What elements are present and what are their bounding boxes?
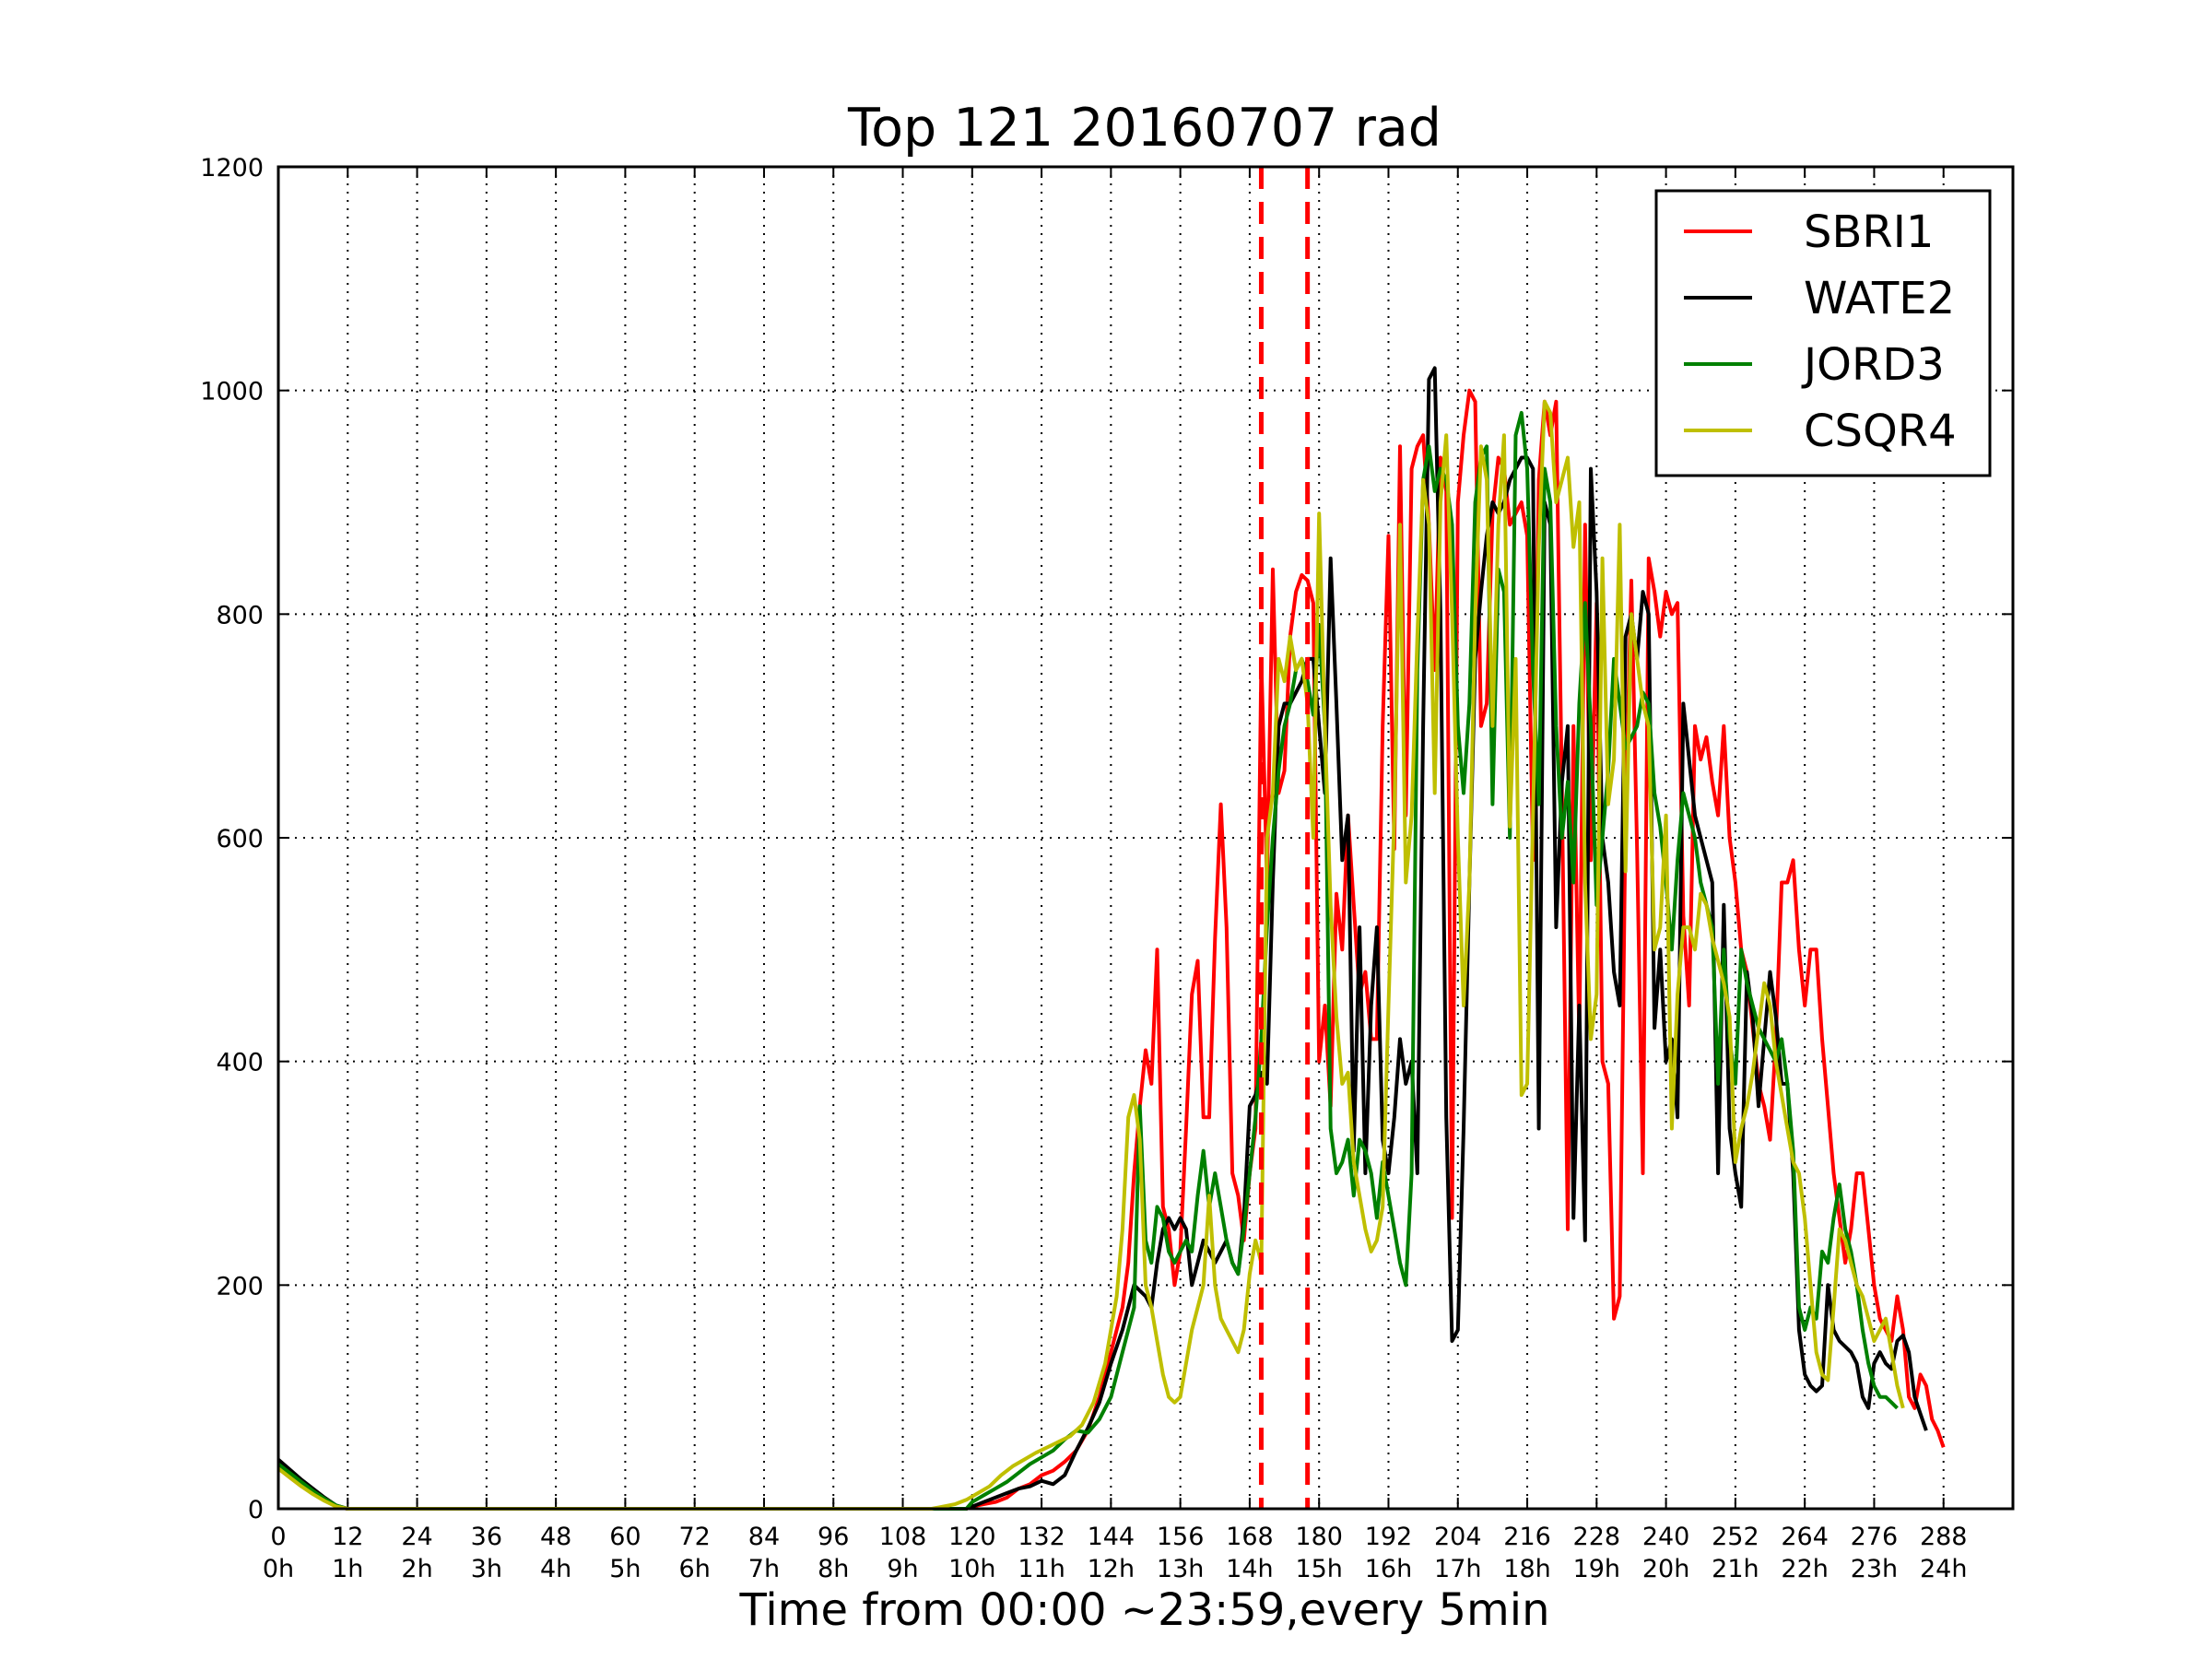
series-lines bbox=[276, 366, 1946, 1511]
x-tick-label: 228 bbox=[1573, 1523, 1621, 1551]
x-tick-sublabel: 20h bbox=[1642, 1555, 1689, 1583]
y-tick-label: 0 bbox=[248, 1496, 264, 1524]
y-tick-label: 800 bbox=[216, 601, 264, 629]
x-tick-sublabel: 16h bbox=[1365, 1555, 1412, 1583]
x-tick-label: 180 bbox=[1295, 1523, 1343, 1551]
x-tick-label: 276 bbox=[1851, 1523, 1899, 1551]
x-tick-label: 144 bbox=[1088, 1523, 1135, 1551]
x-tick-sublabel: 2h bbox=[401, 1555, 432, 1583]
x-tick-label: 192 bbox=[1365, 1523, 1413, 1551]
legend: SBRI1 WATE2 JORD3 CSQR4 bbox=[1654, 189, 1992, 477]
x-tick-label: 240 bbox=[1642, 1523, 1690, 1551]
x-tick-label: 24 bbox=[401, 1523, 432, 1551]
y-axis-ticks: 0 200 400 600 800 1000 1200 bbox=[200, 154, 2013, 1524]
x-tick-label: 36 bbox=[471, 1523, 502, 1551]
x-tick-sublabel: 5h bbox=[609, 1555, 641, 1583]
x-tick-label: 96 bbox=[818, 1523, 849, 1551]
y-tick-label: 600 bbox=[216, 825, 264, 853]
x-tick-sublabel: 14h bbox=[1226, 1555, 1273, 1583]
y-tick-label: 1000 bbox=[200, 378, 264, 406]
chart-title: Top 121 20160707 rad bbox=[847, 98, 1441, 159]
legend-box bbox=[1654, 189, 1992, 477]
x-tick-label: 48 bbox=[540, 1523, 571, 1551]
x-tick-sublabel: 9h bbox=[887, 1555, 918, 1583]
x-tick-label: 108 bbox=[879, 1523, 927, 1551]
legend-label: WATE2 bbox=[1804, 273, 1955, 324]
x-axis-ticks: 0 0h 12 1h 24 2h 36 3h 48 4h 60 5h 72 6h 84 7h 96 8h 108 9h… bbox=[263, 167, 1968, 1583]
x-tick-sublabel: 7h bbox=[748, 1555, 780, 1583]
x-tick-sublabel: 22h bbox=[1781, 1555, 1828, 1583]
x-tick-sublabel: 17h bbox=[1434, 1555, 1481, 1583]
x-tick-label: 72 bbox=[679, 1523, 711, 1551]
x-tick-sublabel: 13h bbox=[1157, 1555, 1204, 1583]
x-tick-sublabel: 3h bbox=[471, 1555, 502, 1583]
y-tick-label: 400 bbox=[216, 1049, 264, 1077]
x-tick-sublabel: 10h bbox=[948, 1555, 995, 1583]
x-tick-label: 12 bbox=[332, 1523, 363, 1551]
x-tick-sublabel: 12h bbox=[1088, 1555, 1135, 1583]
series-line-csqr4 bbox=[276, 399, 1905, 1511]
x-tick-label: 216 bbox=[1503, 1523, 1551, 1551]
series-line-wate2 bbox=[276, 366, 1928, 1511]
x-tick-label: 252 bbox=[1712, 1523, 1759, 1551]
legend-label: CSQR4 bbox=[1804, 406, 1957, 457]
x-tick-label: 288 bbox=[1920, 1523, 1968, 1551]
x-tick-sublabel: 18h bbox=[1503, 1555, 1550, 1583]
x-tick-sublabel: 15h bbox=[1295, 1555, 1342, 1583]
y-tick-label: 200 bbox=[216, 1272, 264, 1300]
legend-label: SBRI1 bbox=[1804, 206, 1934, 258]
vertical-markers bbox=[1258, 167, 1311, 1509]
x-tick-sublabel: 24h bbox=[1920, 1555, 1967, 1583]
x-tick-sublabel: 6h bbox=[679, 1555, 711, 1583]
x-tick-sublabel: 1h bbox=[332, 1555, 363, 1583]
x-tick-sublabel: 21h bbox=[1712, 1555, 1759, 1583]
x-tick-sublabel: 4h bbox=[540, 1555, 571, 1583]
x-axis-label: Time from 00:00 ~23:59,every 5min bbox=[739, 1584, 1550, 1636]
x-tick-label: 0 bbox=[270, 1523, 286, 1551]
x-tick-sublabel: 11h bbox=[1018, 1555, 1065, 1583]
x-tick-label: 132 bbox=[1018, 1523, 1065, 1551]
x-tick-label: 168 bbox=[1226, 1523, 1274, 1551]
x-tick-label: 156 bbox=[1157, 1523, 1205, 1551]
x-tick-sublabel: 0h bbox=[263, 1555, 294, 1583]
x-tick-label: 120 bbox=[948, 1523, 996, 1551]
x-tick-sublabel: 19h bbox=[1573, 1555, 1620, 1583]
x-tick-sublabel: 8h bbox=[818, 1555, 849, 1583]
x-tick-label: 84 bbox=[748, 1523, 780, 1551]
x-tick-label: 264 bbox=[1781, 1523, 1829, 1551]
x-tick-label: 60 bbox=[609, 1523, 641, 1551]
legend-label: JORD3 bbox=[1801, 339, 1945, 391]
x-tick-label: 204 bbox=[1434, 1523, 1482, 1551]
plot-area-frame bbox=[276, 165, 2015, 1511]
y-tick-label: 1200 bbox=[200, 154, 264, 182]
x-tick-sublabel: 23h bbox=[1851, 1555, 1898, 1583]
